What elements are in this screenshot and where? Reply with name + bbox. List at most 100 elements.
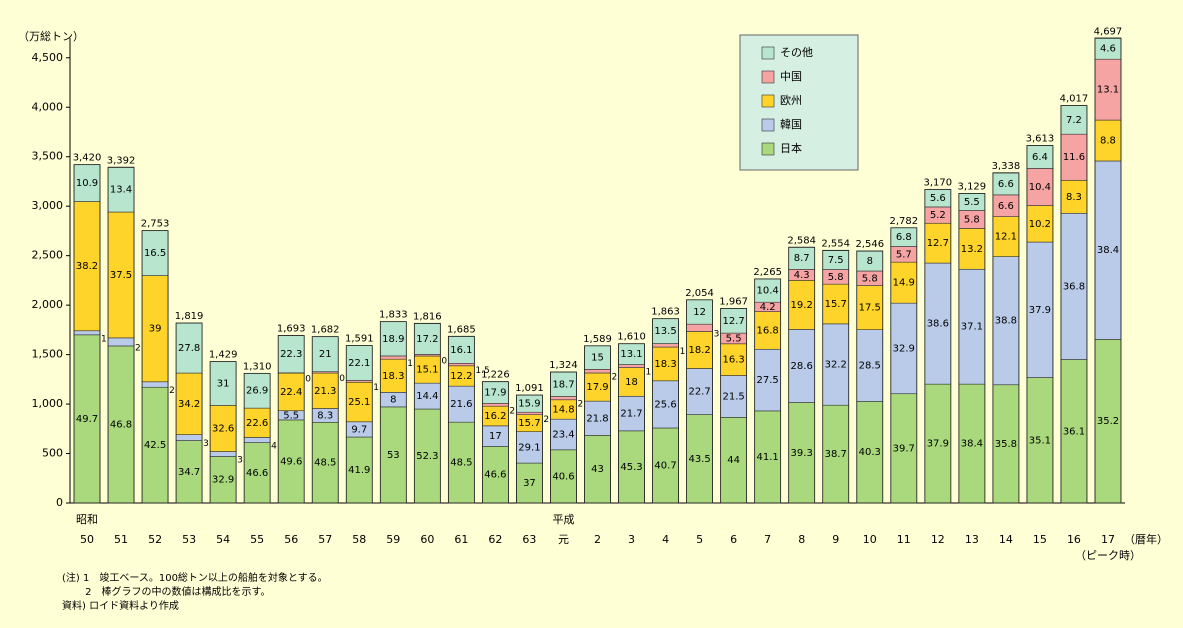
segment-label: 18.3 [382, 371, 404, 382]
bar-outline [379, 321, 407, 504]
segment-label: 39.7 [893, 443, 915, 454]
segment-label: 38.4 [1097, 245, 1119, 256]
bar-outline [754, 278, 782, 504]
total-label: 1,226 [481, 370, 510, 381]
segment-label: 40.6 [552, 471, 574, 482]
segment-label: 15.1 [416, 365, 438, 376]
bar-segment [380, 358, 407, 393]
bar-outline [1060, 105, 1088, 504]
segment-label: 34.7 [178, 467, 200, 478]
segment-label: 18.3 [654, 359, 676, 370]
bar-segment [550, 396, 577, 401]
segment-label: 46.8 [110, 419, 132, 430]
segment-label: 10.4 [757, 286, 779, 297]
total-label: 1,863 [651, 307, 680, 318]
bar-outline [1026, 145, 1054, 504]
total-label: 1,610 [617, 332, 646, 343]
segment-label: 37.1 [961, 322, 983, 333]
segment-label: 4.3 [794, 270, 810, 281]
total-label: 3,338 [992, 161, 1021, 172]
total-label: 1,310 [243, 361, 272, 372]
bar-segment [448, 421, 475, 504]
x-tick-label: 2 [594, 533, 601, 546]
x-tick-label: 6 [730, 533, 737, 546]
segment-label: 49.6 [280, 456, 302, 467]
segment-label: 8.3 [317, 410, 333, 421]
total-label: 1,324 [549, 360, 578, 371]
bar-segment [1060, 359, 1088, 504]
segment-label: 28.5 [859, 361, 881, 372]
bar-outline [107, 167, 135, 504]
bar-segment [958, 268, 986, 385]
bar-outline [516, 394, 543, 504]
bar-segment [890, 261, 918, 304]
segment-label: 5.5 [726, 333, 742, 344]
segment-label: 28.6 [791, 361, 813, 372]
total-label: 4,697 [1094, 26, 1123, 37]
segment-label: 21 [319, 349, 332, 360]
bar-segment [924, 262, 952, 385]
segment-label: 15.7 [518, 418, 540, 429]
x-tick-label: 13 [965, 533, 979, 546]
segment-label: 41.9 [348, 465, 370, 476]
bar-segment [141, 381, 169, 388]
x-tick-label: 50 [80, 533, 94, 546]
segment-label: 13.1 [1097, 85, 1119, 96]
segment-label: 5.2 [930, 210, 946, 221]
segment-label: 15.7 [825, 299, 847, 310]
segment-label: 8.7 [794, 253, 810, 264]
bar-segment [822, 323, 850, 406]
segment-label: 4.2 [760, 302, 776, 313]
y-tick-label: 3,500 [32, 150, 64, 163]
segment-label: 22.1 [348, 358, 370, 369]
x-axis-label: （暦年） [1124, 532, 1168, 546]
segment-label: 6.6 [998, 179, 1014, 190]
y-tick-label: 2,000 [32, 298, 64, 311]
legend-swatch [761, 94, 775, 108]
total-label: 4,017 [1060, 94, 1089, 105]
segment-label: 1.5 [475, 366, 489, 376]
bar-outline [345, 345, 373, 504]
x-tick-label: 5 [696, 533, 703, 546]
x-tick-label: 59 [386, 533, 400, 546]
segment-label: 7.5 [828, 255, 844, 266]
bar-segment [73, 164, 101, 202]
bar-segment [992, 384, 1020, 504]
bar-segment [550, 371, 577, 397]
bar-segment [516, 411, 543, 416]
y-tick-label: 3,000 [32, 199, 64, 212]
segment-label: 37 [523, 478, 536, 489]
segment-label: 43 [591, 464, 604, 475]
segment-label: 16.1 [450, 345, 472, 356]
segment-label: 46.6 [484, 470, 506, 481]
total-label: 2,546 [855, 239, 884, 250]
segment-label: 35.8 [995, 439, 1017, 450]
segment-label: 12.1 [995, 232, 1017, 243]
segment-label: 22.3 [280, 349, 302, 360]
x-tick-label: 57 [318, 533, 332, 546]
bar-segment [277, 419, 305, 504]
bar-outline [141, 230, 169, 504]
bar-outline [277, 335, 305, 504]
x-tick-label: 17 [1101, 533, 1115, 546]
total-label: 2,753 [141, 219, 170, 230]
x-tick-label: 54 [216, 533, 230, 546]
bar-segment [1026, 205, 1054, 243]
era-label: 昭和 [76, 513, 98, 526]
segment-label: 5.6 [930, 193, 946, 204]
bar-segment [209, 405, 237, 452]
segment-label: 32.9 [893, 343, 915, 354]
bar-segment [652, 343, 679, 348]
bar-segment [992, 256, 1020, 386]
segment-label: 22.7 [688, 387, 710, 398]
bar-segment [720, 308, 747, 334]
x-tick-label: 12 [931, 533, 945, 546]
total-label: 1,685 [447, 324, 476, 335]
segment-label: 16.2 [484, 411, 506, 422]
bar-segment [482, 446, 509, 504]
bar-segment [1060, 105, 1088, 135]
bar-segment [175, 372, 203, 435]
segment-label: 17 [489, 431, 502, 442]
bar-segment [856, 329, 884, 402]
segment-label: 38.7 [825, 449, 847, 460]
